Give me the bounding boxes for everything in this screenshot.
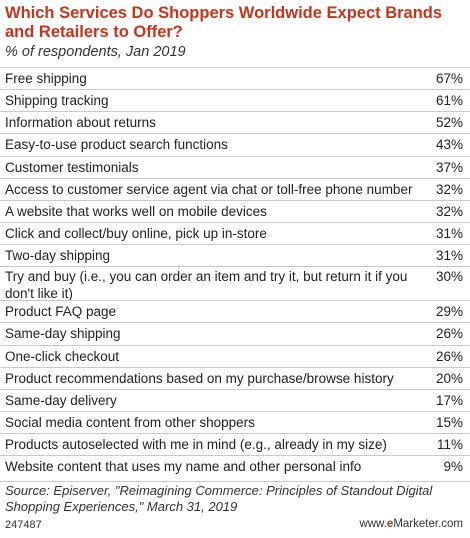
row-value: 31% (435, 226, 463, 242)
row-value: 20% (435, 370, 463, 386)
table-row: Website content that uses my name and ot… (0, 455, 470, 477)
brand-mark: e (386, 518, 394, 530)
row-label: Products autoselected with me in mind (e… (5, 437, 387, 453)
table-row: Two-day shipping 31% (0, 244, 470, 266)
brand-link[interactable]: www.eMarketer.com (359, 518, 463, 530)
row-value: 17% (435, 392, 463, 408)
table-row: Easy-to-use product search functions 43% (0, 133, 470, 155)
table-row: Customer testimonials 37% (0, 155, 470, 178)
row-label: Product recommendations based on my purc… (5, 370, 394, 386)
table-row: Click and collect/buy online, pick up in… (0, 221, 470, 244)
row-label: Click and collect/buy online, pick up in… (5, 226, 267, 242)
row-label: Free shipping (5, 71, 87, 87)
row-label: One-click checkout (5, 348, 120, 364)
row-label: A website that works well on mobile devi… (5, 203, 267, 219)
row-value: 26% (435, 348, 463, 364)
row-value: 11% (436, 437, 463, 453)
table-row: Products autoselected with me in mind (e… (0, 433, 470, 455)
row-label: Same-day shipping (5, 326, 121, 342)
row-label: Product FAQ page (5, 304, 117, 320)
table-row: Information about returns 52% (0, 111, 470, 133)
row-label: Website content that uses my name and ot… (5, 459, 362, 475)
row-label: Try and buy (i.e., you can order an item… (5, 269, 408, 302)
row-value: 31% (435, 248, 463, 264)
table-row: Same-day shipping 26% (0, 322, 470, 344)
row-value: 9% (443, 459, 463, 475)
row-label: Information about returns (5, 115, 156, 131)
row-value: 67% (435, 71, 463, 87)
table-row: Product recommendations based on my purc… (0, 366, 470, 389)
source-divider (0, 481, 470, 482)
chart-title: Which Services Do Shoppers Worldwide Exp… (5, 4, 443, 41)
table-row: One-click checkout 26% (0, 344, 470, 367)
data-table: Free shipping 67% Shipping tracking 61% Info… (0, 67, 470, 477)
row-value: 30% (435, 269, 463, 285)
brand-suffix: Marketer.com (393, 518, 463, 530)
row-value: 26% (435, 326, 463, 342)
table-row: Try and buy (i.e., you can order an item… (0, 266, 470, 302)
table-row: Social media content from other shoppers… (0, 410, 470, 433)
row-value: 52% (435, 115, 463, 131)
row-value: 29% (435, 304, 463, 320)
row-value: 37% (435, 159, 463, 175)
row-label: Easy-to-use product search functions (5, 137, 228, 153)
table-row: Product FAQ page 29% (0, 300, 470, 322)
table-row: Access to customer service agent via cha… (0, 177, 470, 200)
row-value: 15% (435, 415, 463, 431)
table-row: Shipping tracking 61% (0, 89, 470, 111)
table-row: Same-day delivery 17% (0, 388, 470, 411)
row-value: 43% (435, 137, 463, 153)
row-value: 32% (435, 203, 463, 219)
row-label: Two-day shipping (5, 248, 111, 264)
row-label: Shipping tracking (5, 93, 109, 109)
table-row: Free shipping 67% (0, 67, 470, 89)
source-note: Source: Episerver, "Reimagining Commerce… (5, 483, 433, 514)
row-label: Access to customer service agent via cha… (5, 181, 413, 197)
table-row: A website that works well on mobile devi… (0, 199, 470, 222)
chart-subtitle: % of respondents, Jan 2019 (5, 44, 186, 60)
brand-prefix: www. (359, 518, 387, 530)
row-value: 61% (435, 93, 463, 109)
row-label: Social media content from other shoppers (5, 415, 255, 431)
row-label: Same-day delivery (5, 392, 117, 408)
row-value: 32% (435, 181, 463, 197)
row-label: Customer testimonials (5, 159, 139, 175)
chart-id: 247487 (5, 519, 42, 531)
